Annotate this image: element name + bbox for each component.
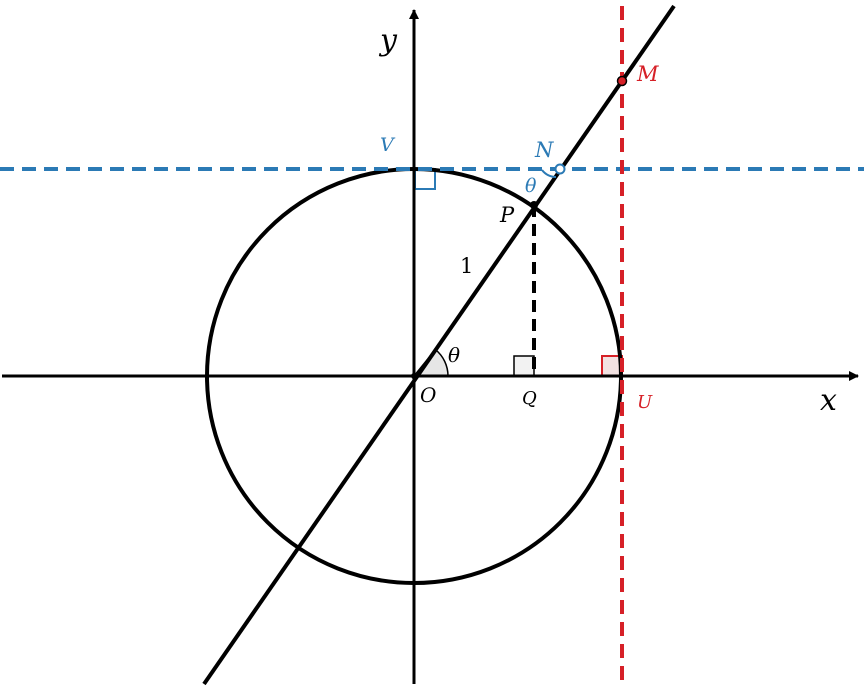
- angle-theta-label-origin: θ: [448, 343, 460, 367]
- radial-line: [202, 4, 676, 686]
- origin-label: O: [420, 383, 436, 407]
- right-angle-marker-q: [513, 355, 535, 377]
- radius-label: 1: [460, 254, 473, 278]
- point-u-label: U: [637, 392, 653, 413]
- point-n-label: N: [534, 138, 554, 162]
- point-p-marker: [530, 201, 538, 209]
- point-n-marker: [554, 163, 566, 175]
- point-v-label: V: [380, 134, 396, 156]
- point-m-marker: [616, 75, 628, 87]
- point-o-marker: [411, 373, 417, 379]
- y-axis-label: y: [378, 23, 398, 58]
- x-axis-label: x: [820, 383, 837, 418]
- right-angle-marker-v: [414, 168, 436, 190]
- point-q-label: Q: [522, 388, 537, 409]
- angle-theta-arc-n: [541, 169, 557, 178]
- point-p-label: P: [499, 203, 515, 227]
- angle-theta-label-n: θ: [525, 175, 537, 197]
- point-m-label: M: [636, 62, 659, 86]
